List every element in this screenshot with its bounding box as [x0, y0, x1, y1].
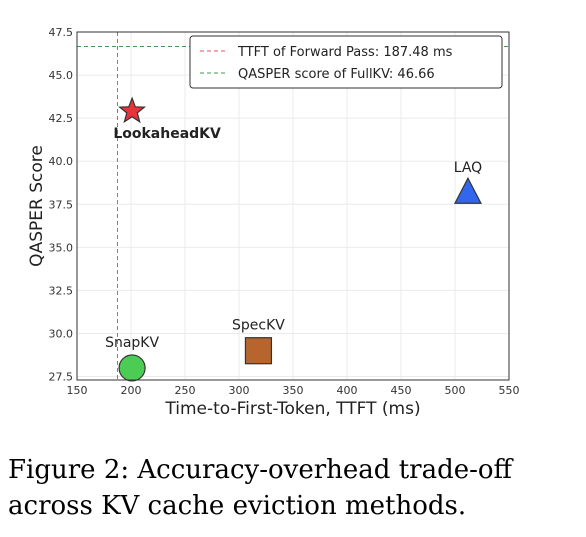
y-tick-label: 37.5 [49, 198, 74, 211]
x-tick-label: 350 [283, 384, 304, 397]
data-points: LookaheadKV LAQ SpecKV SnapKV [105, 96, 482, 382]
y-tick-label: 27.5 [49, 371, 74, 384]
legend-entry: TTFT of Forward Pass: 187.48 ms [237, 45, 453, 60]
y-tick-label: 30.0 [49, 327, 74, 340]
x-tick-label: 200 [121, 384, 142, 397]
y-tick-label: 40.0 [49, 155, 74, 168]
legend-entry: QASPER score of FullKV: 46.66 [238, 67, 435, 82]
legend-box [189, 35, 503, 89]
y-tick-label: 35.0 [49, 241, 74, 254]
legend: TTFT of Forward Pass: 187.48 ms QASPER sc… [189, 35, 503, 89]
snapkv-circle-marker [118, 354, 146, 382]
x-tick-label: 450 [391, 384, 412, 397]
y-tick-label: 47.5 [49, 26, 74, 39]
speckv-square-marker [244, 337, 273, 365]
y-tick-label: 45.0 [49, 69, 74, 82]
point-label: SpecKV [232, 318, 285, 334]
x-axis-label: Time-to-First-Token, TTFT (ms) [164, 399, 420, 419]
point-label: SnapKV [105, 335, 159, 351]
x-tick-label: 250 [175, 384, 196, 397]
scatter-chart: 150 200 250 300 350 400 450 500 550 27.5 30.0 32.5 3… [27, 26, 520, 419]
x-tick-label: 550 [499, 384, 520, 397]
figure-caption: Figure 2: Accuracy-overhead trade-off ac… [8, 455, 513, 521]
y-tick-label: 32.5 [49, 284, 74, 297]
point-label: LookaheadKV [113, 126, 221, 142]
x-tick-label: 150 [67, 384, 88, 397]
plot-area-frame [76, 31, 510, 381]
x-tick-label: 400 [337, 384, 358, 397]
axis-ticks: 150 200 250 300 350 400 450 500 550 27.5 30.0 32.5 3… [49, 26, 520, 397]
y-tick-label: 42.5 [49, 112, 74, 125]
lookaheadkv-star-marker [118, 96, 147, 124]
y-axis-label: QASPER Score [27, 145, 47, 267]
x-tick-label: 500 [445, 384, 466, 397]
x-tick-label: 300 [229, 384, 250, 397]
point-label: LAQ [454, 160, 482, 176]
laq-triangle-marker [453, 176, 482, 204]
